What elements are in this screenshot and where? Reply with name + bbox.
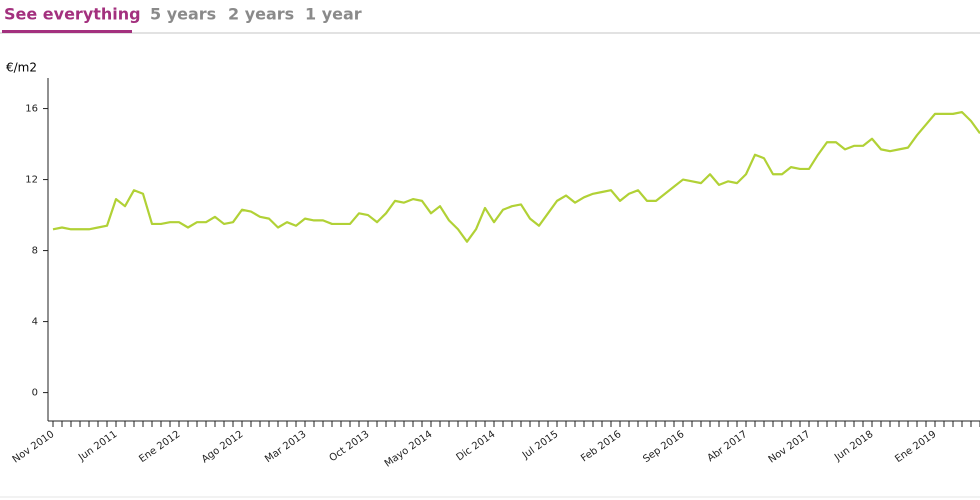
x-tick-label: Jun 2018 [832, 429, 875, 464]
x-tick-label: Ago 2012 [200, 429, 246, 466]
tab[interactable]: 1 year [305, 5, 362, 24]
x-tick-label: Abr 2017 [706, 429, 750, 464]
x-tick-label: Jun 2011 [76, 429, 119, 464]
y-tick-label: 0 [32, 388, 38, 399]
x-tick-label: Jul 2015 [520, 429, 560, 462]
y-tick-label: 8 [32, 246, 38, 257]
y-tick-label: 12 [25, 175, 38, 186]
tab[interactable]: 5 years [150, 5, 216, 24]
x-tick-label: Nov 2017 [767, 429, 813, 466]
y-tick-label: 16 [25, 104, 38, 115]
y-axis-label: €/m2 [6, 61, 37, 75]
tab[interactable]: 2 years [228, 5, 294, 24]
y-tick-label: 4 [32, 317, 38, 328]
data-line [52, 111, 980, 243]
x-tick-label: Ene 2012 [137, 429, 182, 465]
x-tick-label: Feb 2016 [579, 429, 623, 465]
tab[interactable]: See everything [4, 5, 141, 24]
x-tick-label: Mayo 2014 [383, 429, 435, 470]
x-tick-label: Ene 2019 [893, 429, 938, 465]
active-tab-underline [2, 30, 132, 33]
x-tick-label: Oct 2013 [328, 429, 372, 464]
x-tick-label: Nov 2010 [11, 429, 57, 466]
x-tick-label: Dic 2014 [455, 429, 498, 464]
x-tick-label: Mar 2013 [263, 429, 308, 465]
x-tick-label: Sep 2016 [641, 429, 686, 465]
